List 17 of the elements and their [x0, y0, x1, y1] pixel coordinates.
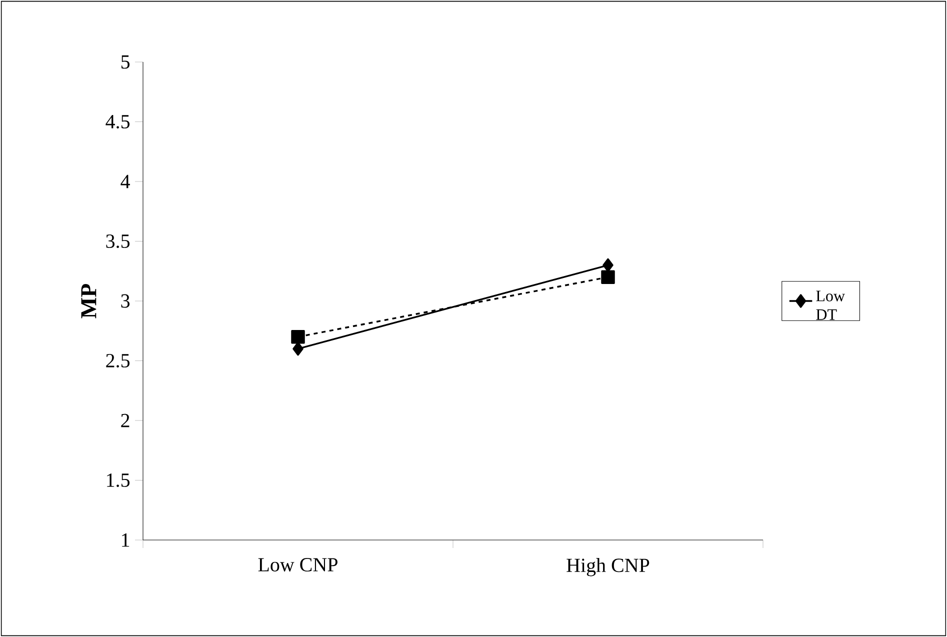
point	[291, 330, 305, 344]
x-tick-label: Low CNP	[258, 558, 338, 572]
point	[292, 342, 304, 356]
y-tick-label: 3	[121, 294, 130, 308]
y-tick-label: 1.5	[107, 474, 130, 488]
y-tick-label: 2	[121, 414, 130, 428]
y-tick-label: 3.5	[106, 234, 130, 248]
y-axis-title: MP	[81, 284, 96, 318]
y-tick-label: 1	[122, 533, 130, 547]
point	[601, 270, 615, 284]
y-tick-label: 4.5	[106, 115, 130, 128]
y-tick-label: 4	[120, 174, 130, 188]
y-tick-label: 5	[121, 55, 130, 69]
point	[602, 258, 614, 272]
y-tick-label: 2.5	[106, 354, 130, 368]
x-tick-label: High CNP	[566, 558, 650, 576]
legend-label: Low DT	[816, 290, 845, 320]
